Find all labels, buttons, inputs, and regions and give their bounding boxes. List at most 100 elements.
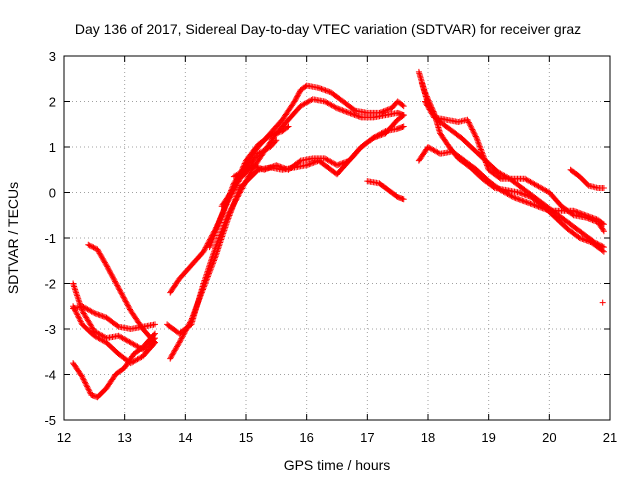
data-point-marker [202,246,208,252]
series-track-2 [70,280,158,353]
data-point-marker [233,196,240,203]
data-point-marker [594,240,601,247]
data-point-marker [400,112,407,119]
x-tick-label: 17 [360,430,374,445]
x-tick-label: 16 [299,430,313,445]
data-point-marker [234,193,241,200]
data-point-marker [124,301,131,308]
data-point-marker [111,277,118,283]
x-tick-label: 19 [481,430,495,445]
y-tick-label: -1 [44,231,56,246]
data-point-marker [595,241,602,248]
data-point-marker [212,229,219,236]
data-point-marker [599,220,606,227]
data-point-marker [109,274,116,281]
data-point-marker [84,383,91,390]
y-tick-label: -4 [44,368,56,383]
data-point-marker [239,184,246,191]
data-point-marker [152,339,158,346]
data-point-marker [90,244,97,251]
data-markers [70,68,607,401]
data-point-marker [472,133,479,140]
x-tick-label: 13 [117,430,131,445]
grid [64,56,610,420]
data-point-marker [227,206,234,213]
data-point-marker [106,267,113,274]
data-point-marker [477,146,484,153]
data-point-marker [151,338,157,345]
data-point-marker [87,243,94,250]
data-point-marker [381,128,388,135]
data-point-marker [246,172,253,179]
data-point-marker [235,192,242,199]
data-point-marker [599,299,606,306]
data-point-marker [72,308,79,315]
data-point-marker [229,204,236,211]
data-point-marker [179,334,186,341]
series-track-11 [230,137,280,180]
data-point-marker [224,213,231,220]
data-point-marker [70,303,77,310]
y-tick-label: 3 [49,49,56,64]
data-point-marker [231,183,238,190]
series-outlier [599,299,606,306]
data-point-marker [209,235,216,242]
series-track-17 [567,166,607,191]
data-point-marker [400,123,407,130]
x-axis-label: GPS time / hours [284,457,391,473]
x-tick-label: 12 [57,430,71,445]
data-point-marker [244,176,251,183]
data-point-marker [114,282,121,289]
series-track-8 [167,123,407,296]
data-point-marker [126,305,133,312]
data-point-marker [80,376,87,383]
data-point-marker [120,294,127,301]
y-tick-label: -3 [44,322,56,337]
data-point-marker [123,299,130,306]
data-point-marker [597,242,603,249]
data-point-marker [581,211,588,218]
data-point-marker [272,138,279,145]
data-point-marker [464,116,471,123]
data-point-marker [471,130,478,137]
x-tick-label: 21 [603,430,617,445]
data-point-marker [91,245,98,252]
data-point-marker [90,309,96,316]
data-point-marker [508,193,515,200]
data-point-marker [75,314,82,321]
data-point-marker [467,122,474,129]
data-point-marker [114,322,121,329]
data-point-marker [509,194,516,200]
data-point-marker [381,107,388,114]
data-point-marker [178,335,185,342]
data-point-marker [233,179,240,186]
data-point-marker [332,104,339,111]
data-point-marker [208,238,215,245]
data-point-marker [216,218,223,224]
data-point-marker [177,337,184,343]
series-track-16 [415,144,607,228]
data-point-marker [86,389,93,396]
data-point-marker [600,244,607,251]
data-point-marker [79,373,86,380]
data-point-marker [474,137,481,144]
data-point-marker [124,302,131,309]
data-point-marker [89,243,96,250]
data-point-marker [600,185,607,191]
data-point-marker [119,293,126,300]
data-point-marker [104,263,111,270]
y-tick-label: 1 [49,140,56,155]
data-point-marker [292,96,299,102]
data-point-marker [470,127,476,134]
data-point-marker [113,281,120,287]
data-point-marker [469,126,476,133]
x-tick-label: 14 [178,430,192,445]
data-point-marker [217,215,224,222]
data-point-marker [473,134,480,141]
data-point-marker [532,202,539,209]
data-point-marker [600,221,607,228]
data-point-marker [118,290,125,297]
data-point-marker [82,380,89,387]
data-point-marker [104,265,111,271]
series-track-1 [70,330,158,401]
